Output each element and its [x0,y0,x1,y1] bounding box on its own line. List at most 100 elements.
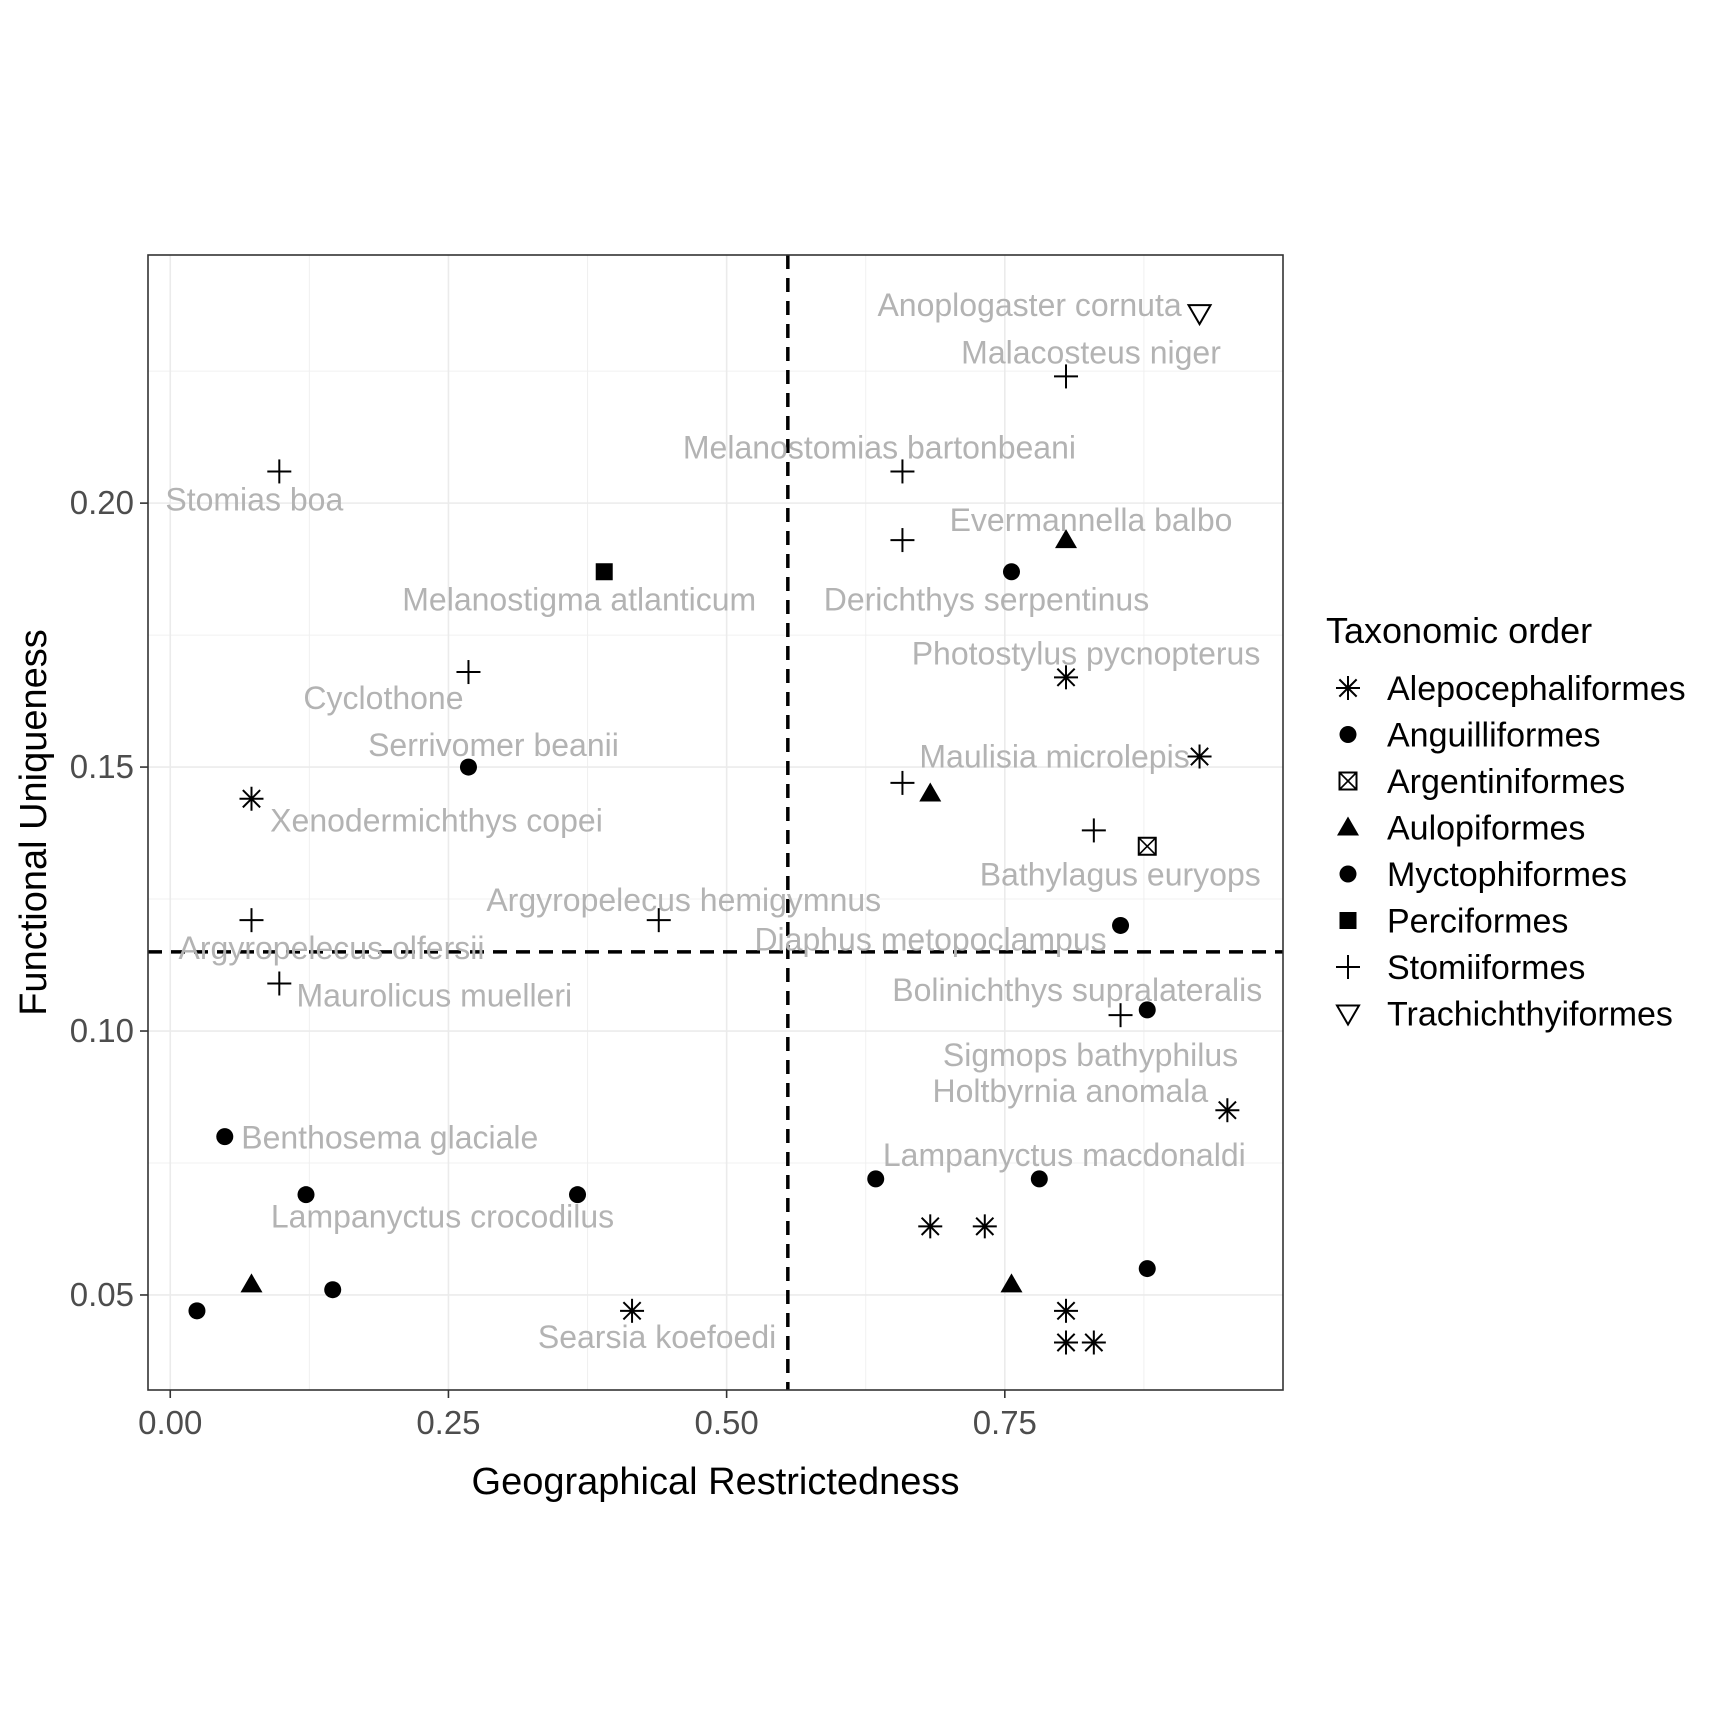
point-label-serrivomer-beanii: Serrivomer beanii [368,727,619,763]
legend-key-myctophiformes [1339,865,1357,883]
y-tick-label: 0.05 [70,1276,134,1313]
grid [148,255,1283,1390]
threshold-lines [148,255,1283,1390]
x-axis-title: Geographical Restrictedness [472,1461,960,1503]
point-label-searsia-koefoedi: Searsia koefoedi [538,1319,776,1355]
legend-key-anguilliformes [1339,726,1357,743]
data-point-stomiiformes [1081,818,1106,843]
point-label-xenodermichthys-copei: Xenodermichthys copei [270,803,603,839]
point-label-diaphus-metopoclampus: Diaphus metopoclampus [754,921,1106,957]
point-label-cyclothone: Cyclothone [303,680,463,716]
data-point-alepocephaliformes [972,1214,997,1239]
x-tick-label: 0.75 [973,1404,1037,1441]
data-point-alepocephaliformes [1187,744,1212,769]
data-point-aulopiformes [240,1273,263,1293]
data-point-alepocephaliformes [1081,1330,1106,1355]
data-point-stomiiformes [1054,364,1079,389]
y-tick-label: 0.15 [70,748,134,785]
point-labels: Anoplogaster cornuta Malacosteus niger Mel… [165,287,1262,1355]
point-label-benthosema-glaciale: Benthosema glaciale [241,1120,538,1156]
data-point-myctophiformes [297,1186,315,1204]
plot-panel-border [147,254,1284,1391]
data-point-alepocephaliformes [239,786,264,811]
legend-label-anguilliformes: Anguilliformes [1387,717,1601,755]
point-label-melanostomias-bartonbeani: Melanostomias bartonbeani [683,429,1076,465]
data-point-anguilliformes [459,758,477,776]
y-tick-label: 0.20 [70,484,134,521]
legend-items: Alepocephaliformes Anguilliformes Argentin… [1335,670,1686,1034]
data-point-myctophiformes [1112,916,1130,934]
point-label-photostylus-pycnopterus: Photostylus pycnopterus [912,635,1261,671]
legend-title: Taxonomic order [1326,610,1592,651]
legend-label-argentiniformes: Argentiniformes [1387,763,1625,801]
point-label-sigmops-bathyphilus: Sigmops bathyphilus [943,1037,1238,1073]
legend-key-argentiniformes [1338,771,1358,791]
data-point-stomiiformes [890,528,915,553]
data-point-myctophiformes [1030,1170,1048,1188]
legend-key-trachichthyiformes [1335,1004,1361,1027]
data-point-stomiiformes [646,908,671,933]
data-point-aulopiformes [919,782,942,802]
data-points [188,304,1240,1355]
data-point-anguilliformes [1002,563,1020,581]
legend-key-alepocephaliformes [1336,676,1360,700]
data-point-stomiiformes [890,770,915,795]
y-tick-label: 0.10 [70,1012,134,1049]
data-point-alepocephaliformes [918,1214,943,1239]
point-label-bolinichthys-supralateralis: Bolinichthys supralateralis [892,972,1262,1008]
data-point-alepocephaliformes [1054,1330,1079,1355]
axes: 0.00 0.25 0.50 0.75 0.05 0.10 0.15 0.20 [70,484,1037,1441]
legend-label-aulopiformes: Aulopiformes [1387,810,1585,848]
data-point-myctophiformes [324,1281,342,1299]
point-label-stomias-boa: Stomias boa [165,481,343,517]
point-label-lampanyctus-macdonaldi: Lampanyctus macdonaldi [883,1137,1246,1173]
point-label-melanostigma-atlanticum: Melanostigma atlanticum [402,582,756,618]
point-label-maulisia-microlepis: Maulisia microlepis [919,739,1189,775]
data-point-stomiiformes [890,459,915,484]
y-axis-title: Functional Uniqueness [13,629,55,1016]
point-label-holtbyrnia-anomala: Holtbyrnia anomala [933,1073,1209,1109]
point-label-derichthys-serpentinus: Derichthys serpentinus [824,582,1149,618]
data-point-alepocephaliformes [620,1298,645,1323]
data-point-alepocephaliformes [1054,665,1079,690]
point-label-evermannella-balbo: Evermannella balbo [950,502,1233,538]
legend-label-myctophiformes: Myctophiformes [1387,856,1627,894]
data-point-myctophiformes [1138,1001,1156,1019]
data-point-myctophiformes [188,1302,206,1320]
point-label-anoplogaster-cornuta: Anoplogaster cornuta [877,287,1181,323]
x-tick-label: 0.50 [695,1404,759,1441]
data-point-alepocephaliformes [1215,1098,1240,1123]
data-point-perciformes [595,563,613,581]
legend-key-stomiiformes [1336,955,1360,979]
data-point-stomiiformes [456,660,481,685]
data-point-alepocephaliformes [1054,1298,1079,1323]
point-label-maurolicus-muelleri: Maurolicus muelleri [296,978,572,1014]
data-point-aulopiformes [1000,1273,1023,1293]
point-label-lampanyctus-crocodilus: Lampanyctus crocodilus [271,1199,614,1235]
legend-label-trachichthyiformes: Trachichthyiformes [1387,996,1673,1034]
legend: Taxonomic order Alepocephaliformes Anguil… [1326,610,1686,1034]
legend-key-aulopiformes [1337,816,1359,836]
data-point-stomiiformes [267,459,292,484]
data-point-myctophiformes [1138,1260,1156,1278]
point-label-argyropelecus-olfersii: Argyropelecus olfersii [179,930,485,966]
legend-key-perciformes [1339,912,1357,929]
data-point-myctophiformes [867,1170,885,1188]
point-label-bathylagus-euryops: Bathylagus euryops [980,856,1261,892]
data-point-myctophiformes [216,1128,234,1146]
data-point-myctophiformes [569,1186,587,1204]
data-point-trachichthyiformes [1186,304,1213,327]
point-label-malacosteus-niger: Malacosteus niger [961,334,1221,370]
point-label-argyropelecus-hemigymnus: Argyropelecus hemigymnus [486,882,881,918]
x-tick-label: 0.00 [138,1404,202,1441]
x-tick-label: 0.25 [416,1404,480,1441]
data-point-stomiiformes [267,971,292,996]
data-point-stomiiformes [1108,1003,1133,1028]
legend-label-alepocephaliformes: Alepocephaliformes [1387,670,1686,708]
legend-label-stomiiformes: Stomiiformes [1387,949,1585,987]
data-point-argentiniformes [1137,836,1157,856]
data-point-stomiiformes [239,908,264,933]
legend-label-perciformes: Perciformes [1387,903,1568,941]
